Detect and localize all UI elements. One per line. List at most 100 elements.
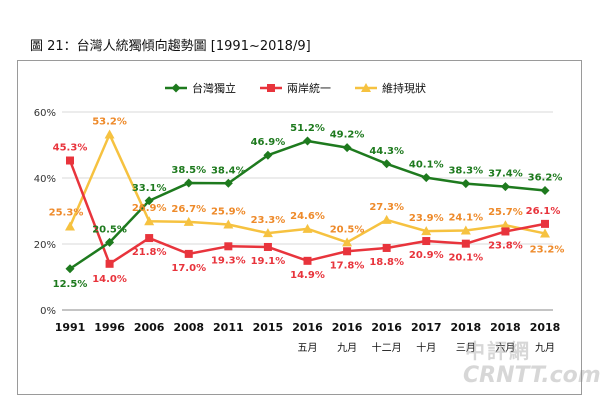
data-point bbox=[342, 237, 353, 247]
data-label: 49.2% bbox=[330, 130, 365, 141]
x-tick-label: 2018 bbox=[530, 321, 561, 334]
data-point bbox=[303, 256, 312, 265]
data-label: 38.3% bbox=[448, 166, 483, 177]
data-label: 33.1% bbox=[132, 183, 167, 194]
watermark-cn: 中評網 bbox=[465, 339, 531, 363]
data-point bbox=[184, 178, 194, 188]
data-point bbox=[223, 178, 233, 188]
data-label: 23.2% bbox=[530, 244, 565, 255]
x-tick-label: 2018 bbox=[490, 321, 521, 334]
data-point bbox=[66, 156, 74, 165]
data-label: 25.3% bbox=[49, 208, 84, 219]
data-point bbox=[145, 234, 154, 243]
data-point bbox=[381, 214, 392, 224]
data-point bbox=[342, 143, 352, 153]
data-label: 38.5% bbox=[171, 165, 206, 176]
data-point bbox=[421, 173, 431, 183]
data-point bbox=[263, 242, 272, 251]
legend-label: 台灣獨立 bbox=[192, 81, 236, 95]
data-point bbox=[540, 228, 550, 238]
data-point bbox=[65, 221, 75, 231]
data-point bbox=[65, 264, 75, 274]
y-tick-label: 20% bbox=[34, 240, 56, 251]
data-label: 45.3% bbox=[53, 143, 88, 154]
data-point bbox=[263, 150, 273, 160]
data-label: 18.8% bbox=[369, 257, 404, 268]
data-label: 37.4% bbox=[488, 169, 523, 180]
data-label: 14.0% bbox=[92, 274, 127, 285]
data-point bbox=[422, 237, 431, 246]
data-point bbox=[540, 186, 550, 196]
x-tick-label: 2008 bbox=[173, 321, 204, 334]
data-label: 26.9% bbox=[132, 203, 167, 214]
data-label: 20.5% bbox=[330, 224, 365, 235]
data-point bbox=[223, 219, 234, 229]
data-label: 20.1% bbox=[448, 253, 483, 264]
data-label: 14.9% bbox=[290, 270, 325, 281]
data-label: 51.2% bbox=[290, 123, 325, 134]
data-point bbox=[262, 228, 273, 238]
x-tick-label: 1991 bbox=[55, 321, 86, 334]
x-tick-label: 2015 bbox=[253, 321, 284, 334]
x-tick-label: 2006 bbox=[134, 321, 165, 334]
data-label: 40.1% bbox=[409, 160, 444, 171]
x-tick-label: 2011 bbox=[213, 321, 244, 334]
data-point bbox=[421, 226, 432, 236]
data-point bbox=[382, 159, 392, 169]
data-label: 20.9% bbox=[409, 250, 444, 261]
data-point bbox=[461, 179, 471, 189]
x-tick-sublabel: 九月 bbox=[337, 342, 357, 354]
chart-frame bbox=[17, 60, 582, 395]
data-label: 24.1% bbox=[448, 212, 483, 223]
x-tick-sublabel: 五月 bbox=[298, 342, 318, 354]
data-point bbox=[541, 219, 549, 228]
data-point bbox=[144, 196, 154, 206]
data-point bbox=[501, 227, 510, 236]
data-label: 53.2% bbox=[92, 116, 127, 127]
chart-title: 圖 21：台灣人統獨傾向趨勢圖 [1991~2018/9] bbox=[30, 39, 311, 54]
data-label: 23.9% bbox=[409, 213, 444, 224]
watermark: 中評網 CRNTT.com bbox=[455, 335, 600, 405]
data-point bbox=[144, 216, 155, 226]
x-tick-label: 2016 bbox=[332, 321, 363, 334]
legend-marker bbox=[361, 83, 371, 92]
data-label: 25.7% bbox=[488, 207, 523, 218]
x-tick-sublabel: 十月 bbox=[416, 341, 436, 354]
data-point bbox=[104, 129, 115, 139]
x-tick-label: 2017 bbox=[411, 321, 442, 334]
data-label: 17.0% bbox=[171, 263, 206, 274]
x-tick-sublabel: 三月 bbox=[456, 342, 476, 354]
data-point bbox=[183, 216, 194, 226]
data-point bbox=[382, 243, 391, 252]
legend-label: 兩岸統一 bbox=[287, 81, 331, 95]
x-tick-label: 2016 bbox=[292, 321, 323, 334]
legend-marker bbox=[267, 84, 275, 92]
x-tick-sublabel: 六月 bbox=[495, 342, 515, 354]
data-point bbox=[460, 225, 471, 235]
watermark-latin: CRNTT.com bbox=[463, 363, 600, 388]
data-point bbox=[303, 136, 312, 146]
data-point bbox=[224, 242, 233, 251]
legend-marker bbox=[171, 83, 181, 93]
x-tick-label: 2018 bbox=[451, 321, 482, 334]
y-tick-label: 0% bbox=[40, 306, 56, 317]
data-label: 26.1% bbox=[526, 206, 561, 217]
data-point bbox=[500, 220, 511, 230]
data-label: 23.3% bbox=[251, 215, 286, 226]
data-point bbox=[105, 237, 115, 247]
data-point bbox=[343, 247, 352, 256]
data-label: 20.5% bbox=[92, 224, 127, 235]
data-point bbox=[105, 259, 114, 268]
y-tick-label: 60% bbox=[34, 108, 56, 119]
data-point bbox=[500, 182, 510, 192]
data-point bbox=[184, 249, 193, 258]
data-label: 36.2% bbox=[528, 173, 563, 184]
data-point bbox=[461, 239, 470, 248]
data-point bbox=[302, 223, 313, 233]
data-label: 19.3% bbox=[211, 255, 246, 266]
data-label: 17.8% bbox=[330, 260, 365, 271]
data-label: 26.7% bbox=[171, 204, 206, 215]
data-label: 19.1% bbox=[251, 256, 286, 267]
data-label: 38.4% bbox=[211, 165, 246, 176]
